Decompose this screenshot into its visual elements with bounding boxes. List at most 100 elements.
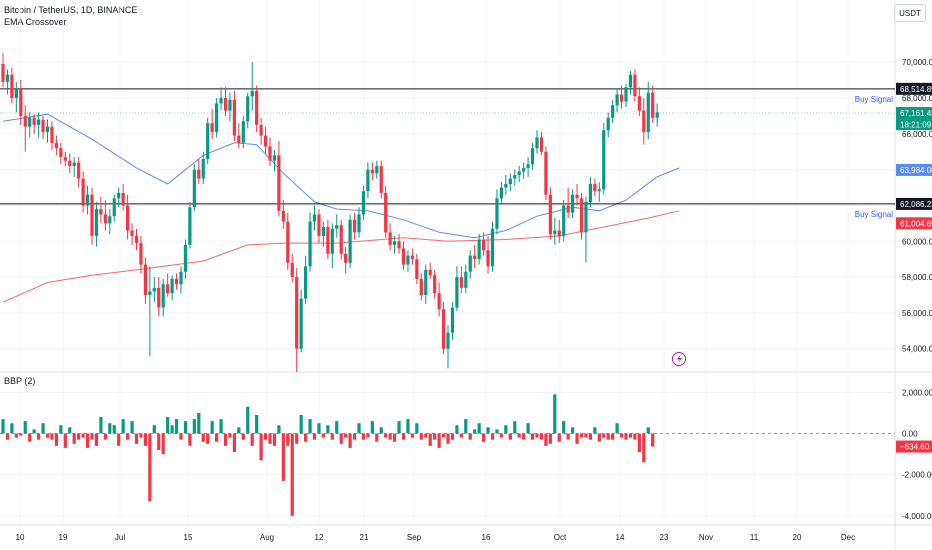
candle-body [459, 277, 463, 288]
ema-lines [2, 113, 680, 303]
candle-body [544, 151, 548, 195]
candle [179, 266, 183, 294]
bbp-bar [112, 425, 116, 434]
candle-body [486, 250, 490, 267]
candle [272, 149, 277, 172]
candle [566, 187, 570, 219]
candle-body [517, 171, 521, 176]
bbp-bar [361, 433, 366, 440]
candle-body [134, 235, 139, 244]
bbp-bar [192, 419, 196, 434]
bbp-bar [277, 425, 281, 434]
bbp-bar [424, 433, 428, 438]
candle-body [210, 123, 214, 133]
candle-body [370, 169, 374, 174]
candle-body [633, 74, 637, 97]
bbp-bar [295, 433, 299, 444]
bbp-bar [455, 425, 459, 434]
buy-signal-label: Buy Signal [855, 210, 893, 219]
bbp-bar [468, 433, 472, 440]
candle [246, 92, 250, 129]
candle-body [352, 219, 357, 233]
candle-body [139, 243, 143, 265]
candle [77, 157, 81, 188]
flash-icon[interactable] [672, 352, 686, 366]
bbp-bar [339, 433, 343, 444]
bbp-bar [370, 421, 374, 434]
candle-body [255, 90, 259, 125]
candle-body [188, 207, 192, 245]
candle [112, 194, 116, 222]
bbp-bar [250, 433, 254, 446]
indicator-label[interactable]: EMA Crossover [4, 17, 67, 27]
bbp-bar [63, 433, 67, 448]
candle-body [121, 192, 125, 206]
candle [192, 164, 196, 211]
candle-body [63, 157, 67, 161]
candle [495, 189, 499, 235]
price-tick-label: 66,000.00 [902, 130, 932, 139]
candle [268, 137, 272, 167]
bbp-bar [246, 406, 250, 434]
candle-body [85, 194, 90, 206]
bbp-bar [588, 433, 592, 440]
candle [304, 255, 308, 304]
candle [326, 219, 330, 260]
bbp-bar [486, 427, 490, 434]
bbp-bar [117, 433, 121, 446]
candle-body [50, 126, 54, 143]
candle [437, 282, 441, 317]
time-tick-label: 16 [482, 533, 491, 542]
candle [406, 250, 410, 272]
bbp-bar [72, 433, 76, 444]
candle-body [246, 96, 250, 122]
candle [81, 171, 85, 213]
candle [593, 178, 597, 197]
candle [250, 62, 254, 111]
candle [450, 302, 455, 340]
bbp-bar [157, 433, 161, 450]
bbp-bar [535, 433, 539, 438]
candle [32, 114, 36, 134]
candle-body [54, 142, 58, 149]
candle-body [375, 166, 379, 174]
time-tick-label: Dec [841, 533, 855, 542]
candle-body [571, 194, 575, 213]
bbp-bar [259, 433, 263, 461]
candle [366, 162, 370, 199]
candle [375, 160, 379, 179]
signal-levels: Buy Signal Buy Signal [0, 88, 895, 219]
bbp-bar [281, 433, 285, 481]
candle-body [615, 94, 619, 106]
bbp-bar [579, 433, 584, 438]
bbp-bar [139, 433, 143, 438]
candle [23, 105, 27, 152]
bbp-bar [54, 433, 58, 446]
candle-body [566, 205, 570, 213]
price-tick-label: 70,000.00 [902, 58, 932, 67]
bbp-bar [215, 433, 219, 442]
time-tick-label: 19 [59, 533, 68, 542]
candle-body [579, 198, 584, 233]
candle [68, 153, 72, 174]
candle [401, 241, 406, 270]
candle [1, 53, 5, 88]
candle [419, 273, 423, 301]
candle [397, 234, 401, 254]
bbp-bar [593, 427, 597, 434]
candle [473, 244, 477, 269]
time-tick-label: Sep [407, 533, 422, 542]
ema-slow-line [2, 210, 680, 303]
bbp-last-tag: −634.60 [900, 443, 930, 452]
candle-body [437, 293, 441, 310]
bbp-bar [499, 433, 503, 438]
candle [646, 81, 650, 140]
chart-title: Bitcoin / TetherUS, 1D, BINANCE [4, 5, 138, 15]
candle [143, 257, 147, 304]
candle-body [611, 105, 615, 118]
candle [504, 175, 508, 195]
bbp-bar [308, 419, 312, 434]
candle-body [428, 269, 432, 276]
candle [37, 112, 41, 138]
